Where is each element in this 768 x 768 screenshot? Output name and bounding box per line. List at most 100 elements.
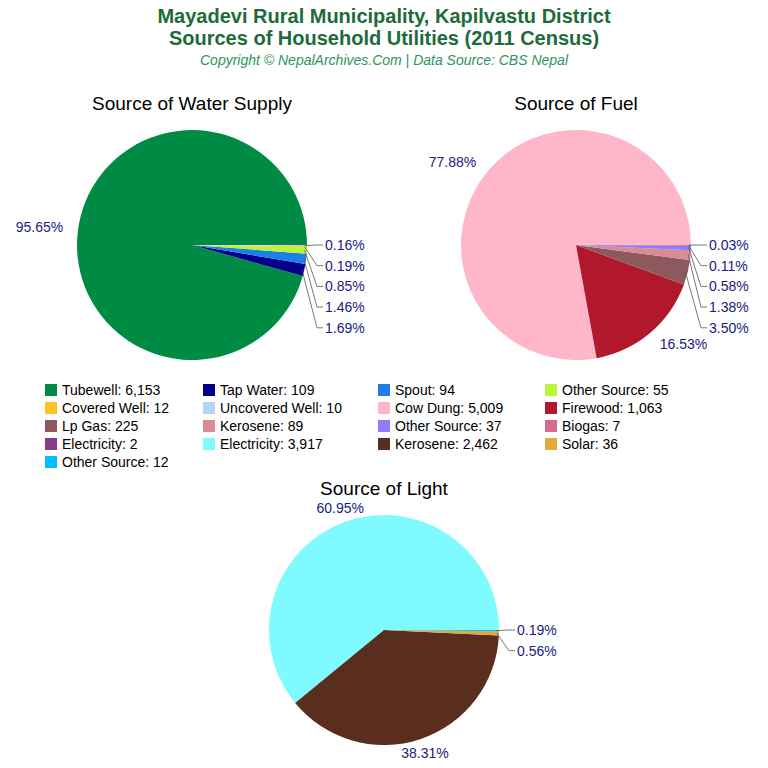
legend-swatch: [378, 402, 390, 414]
legend-item: Electricity: 3,917: [203, 436, 323, 452]
legend-swatch: [545, 420, 557, 432]
leader-line: [688, 255, 707, 307]
pie-slice: [576, 245, 691, 250]
pie-slice: [192, 245, 307, 254]
leader-line: [305, 250, 323, 286]
legend-label: Firewood: 1,063: [562, 400, 663, 416]
slice-label: 77.88%: [429, 154, 476, 170]
legend-swatch: [545, 402, 557, 414]
legend-label: Cow Dung: 5,009: [395, 400, 503, 416]
legend-item: Kerosene: 89: [203, 418, 303, 434]
pie-slice: [384, 630, 499, 631]
slice-label: 95.65%: [16, 219, 63, 235]
slice-label: 0.16%: [325, 237, 365, 253]
legend-label: Electricity: 2: [62, 436, 138, 452]
legend-label: Electricity: 3,917: [220, 436, 323, 452]
legend-swatch: [45, 384, 57, 396]
legend-swatch: [203, 384, 215, 396]
legend-item: Solar: 36: [545, 436, 618, 452]
legend-label: Kerosene: 89: [220, 418, 303, 434]
legend-swatch: [378, 384, 390, 396]
leader-line: [497, 630, 515, 632]
page-subtitle: Copyright © NepalArchives.Com | Data Sou…: [200, 52, 569, 68]
legend-item: Cow Dung: 5,009: [378, 400, 503, 416]
slices: [269, 515, 499, 745]
legend-item: Other Source: 12: [45, 454, 169, 470]
pie-slice: [192, 245, 307, 246]
legend-label: Uncovered Well: 10: [220, 400, 342, 416]
legend-swatch: [378, 420, 390, 432]
pie-chart: Source of Water Supply 95.65% 0.16% 0.19% 0.…: [16, 93, 365, 360]
legend-item: Other Source: 55: [545, 382, 669, 398]
leader-line: [497, 633, 515, 650]
pie-slice: [461, 130, 691, 360]
slice-label: 0.56%: [517, 643, 557, 659]
slice-label: 0.19%: [325, 258, 365, 274]
legend-label: Biogas: 7: [562, 418, 621, 434]
pie-slice: [295, 630, 499, 745]
slice-label: 0.11%: [709, 258, 748, 274]
legend-item: Firewood: 1,063: [545, 400, 663, 416]
legend-item: Spout: 94: [378, 382, 455, 398]
slice-label: 60.95%: [316, 500, 363, 516]
page-title: Sources of Household Utilities (2011 Cen…: [169, 27, 599, 49]
legend-item: Biogas: 7: [545, 418, 621, 434]
pie-chart: Source of Fuel 77.88% 16.53% 0.03% 0.11% 0.58…: [429, 93, 749, 360]
legend-item: Covered Well: 12: [45, 400, 169, 416]
legend-label: Tap Water: 109: [220, 382, 315, 398]
legend-label: Other Source: 55: [562, 382, 669, 398]
leader-line: [302, 270, 323, 328]
legend-item: Uncovered Well: 10: [203, 400, 342, 416]
slice-label: 1.46%: [325, 299, 365, 315]
legend-label: Spout: 94: [395, 382, 455, 398]
pie-slice: [192, 245, 307, 247]
legend-label: Lp Gas: 225: [62, 418, 138, 434]
legend-label: Covered Well: 12: [62, 400, 169, 416]
slice-label: 0.19%: [517, 622, 557, 638]
leader-line: [305, 247, 323, 266]
legend-swatch: [545, 384, 557, 396]
legend-swatch: [45, 456, 57, 468]
slice-label: 38.31%: [401, 745, 448, 761]
pie-slice: [576, 245, 691, 246]
pie-chart: Source of Light60.95%38.31%0.19%0.56%: [269, 478, 557, 761]
page-title: Mayadevi Rural Municipality, Kapilvastu …: [157, 5, 610, 27]
legend-label: Other Source: 12: [62, 454, 169, 470]
chart-title: Source of Water Supply: [92, 93, 292, 114]
legend-item: Kerosene: 2,462: [378, 436, 498, 452]
legend-label: Solar: 36: [562, 436, 618, 452]
slice-label: 1.38%: [709, 299, 749, 315]
slice-label: 0.03%: [709, 237, 749, 253]
leader-line: [685, 272, 707, 328]
legend-item: Electricity: 2: [45, 436, 138, 452]
pie-slice: [192, 245, 307, 264]
leader-line: [689, 245, 707, 246]
pie-slice: [384, 630, 499, 635]
legend-swatch: [203, 438, 215, 450]
slice-label: 0.58%: [709, 278, 749, 294]
slice-label: 1.69%: [325, 320, 365, 336]
pie-slice: [576, 245, 691, 246]
pie-slice: [576, 245, 691, 260]
slice-label: 0.85%: [325, 278, 365, 294]
chart-root: Mayadevi Rural Municipality, Kapilvastu …: [0, 0, 768, 768]
legend-item: Tubewell: 6,153: [45, 382, 161, 398]
legend-swatch: [203, 402, 215, 414]
legend-swatch: [203, 420, 215, 432]
legend-swatch: [545, 438, 557, 450]
legend-item: Tap Water: 109: [203, 382, 315, 398]
legend-label: Other Source: 37: [395, 418, 502, 434]
legend-swatch: [45, 402, 57, 414]
legend-swatch: [45, 420, 57, 432]
legend-label: Kerosene: 2,462: [395, 436, 498, 452]
legend-item: Lp Gas: 225: [45, 418, 138, 434]
legend-swatch: [378, 438, 390, 450]
leader-line: [305, 245, 323, 247]
slice-label: 16.53%: [660, 336, 707, 352]
chart-title: Source of Fuel: [514, 93, 638, 114]
legend-swatch: [45, 438, 57, 450]
pie-slice: [576, 245, 690, 285]
slice-label: 3.50%: [709, 320, 749, 336]
leader-line: [304, 259, 323, 307]
legend-item: Other Source: 37: [378, 418, 502, 434]
